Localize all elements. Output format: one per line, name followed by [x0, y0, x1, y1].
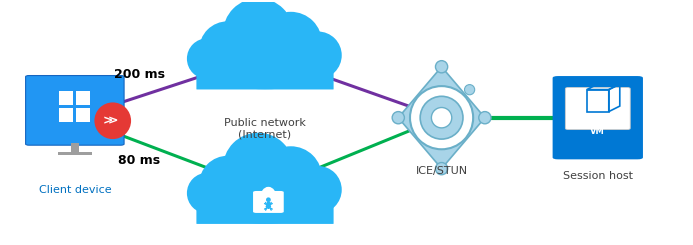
- Bar: [76, 91, 90, 105]
- Ellipse shape: [295, 32, 342, 79]
- Ellipse shape: [223, 133, 294, 203]
- FancyBboxPatch shape: [253, 191, 283, 213]
- Bar: [58, 152, 92, 155]
- Ellipse shape: [464, 85, 475, 95]
- Text: Client device: Client device: [39, 185, 111, 195]
- Text: VM: VM: [590, 127, 605, 136]
- Polygon shape: [398, 67, 485, 169]
- Ellipse shape: [260, 146, 322, 209]
- Ellipse shape: [187, 173, 227, 213]
- Bar: [60, 108, 73, 122]
- FancyBboxPatch shape: [196, 48, 333, 89]
- Ellipse shape: [223, 0, 294, 69]
- Ellipse shape: [266, 197, 271, 202]
- Ellipse shape: [392, 111, 405, 124]
- Text: Session host: Session host: [563, 171, 633, 181]
- Ellipse shape: [94, 102, 131, 139]
- FancyBboxPatch shape: [26, 75, 124, 145]
- Ellipse shape: [199, 21, 256, 78]
- Ellipse shape: [295, 166, 342, 213]
- Ellipse shape: [432, 108, 452, 128]
- Ellipse shape: [197, 176, 333, 224]
- Text: >: >: [107, 114, 118, 127]
- Ellipse shape: [479, 111, 491, 124]
- Ellipse shape: [435, 162, 448, 175]
- Ellipse shape: [260, 12, 322, 74]
- Ellipse shape: [197, 42, 333, 89]
- Text: 200 ms: 200 ms: [114, 68, 165, 81]
- Text: >: >: [103, 114, 113, 127]
- Ellipse shape: [187, 38, 227, 79]
- Ellipse shape: [420, 96, 463, 139]
- FancyBboxPatch shape: [552, 76, 643, 159]
- Ellipse shape: [435, 61, 448, 73]
- FancyBboxPatch shape: [565, 87, 630, 130]
- Ellipse shape: [410, 86, 473, 149]
- Text: Public network
(Internet): Public network (Internet): [224, 118, 306, 139]
- Bar: [71, 143, 79, 152]
- Ellipse shape: [199, 156, 256, 213]
- Text: ICE/STUN: ICE/STUN: [416, 166, 468, 176]
- Text: 80 ms: 80 ms: [119, 154, 160, 167]
- Bar: [60, 91, 73, 105]
- FancyBboxPatch shape: [196, 183, 333, 224]
- Bar: [76, 108, 90, 122]
- FancyBboxPatch shape: [267, 202, 270, 208]
